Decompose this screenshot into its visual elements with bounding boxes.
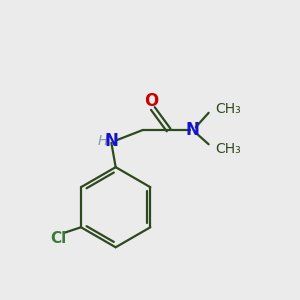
Text: CH₃: CH₃ [215, 101, 241, 116]
Text: Cl: Cl [50, 231, 66, 246]
Text: N: N [104, 132, 118, 150]
Text: CH₃: CH₃ [215, 142, 241, 156]
Text: N: N [186, 121, 200, 139]
Text: O: O [144, 92, 159, 110]
Text: H: H [98, 134, 108, 148]
